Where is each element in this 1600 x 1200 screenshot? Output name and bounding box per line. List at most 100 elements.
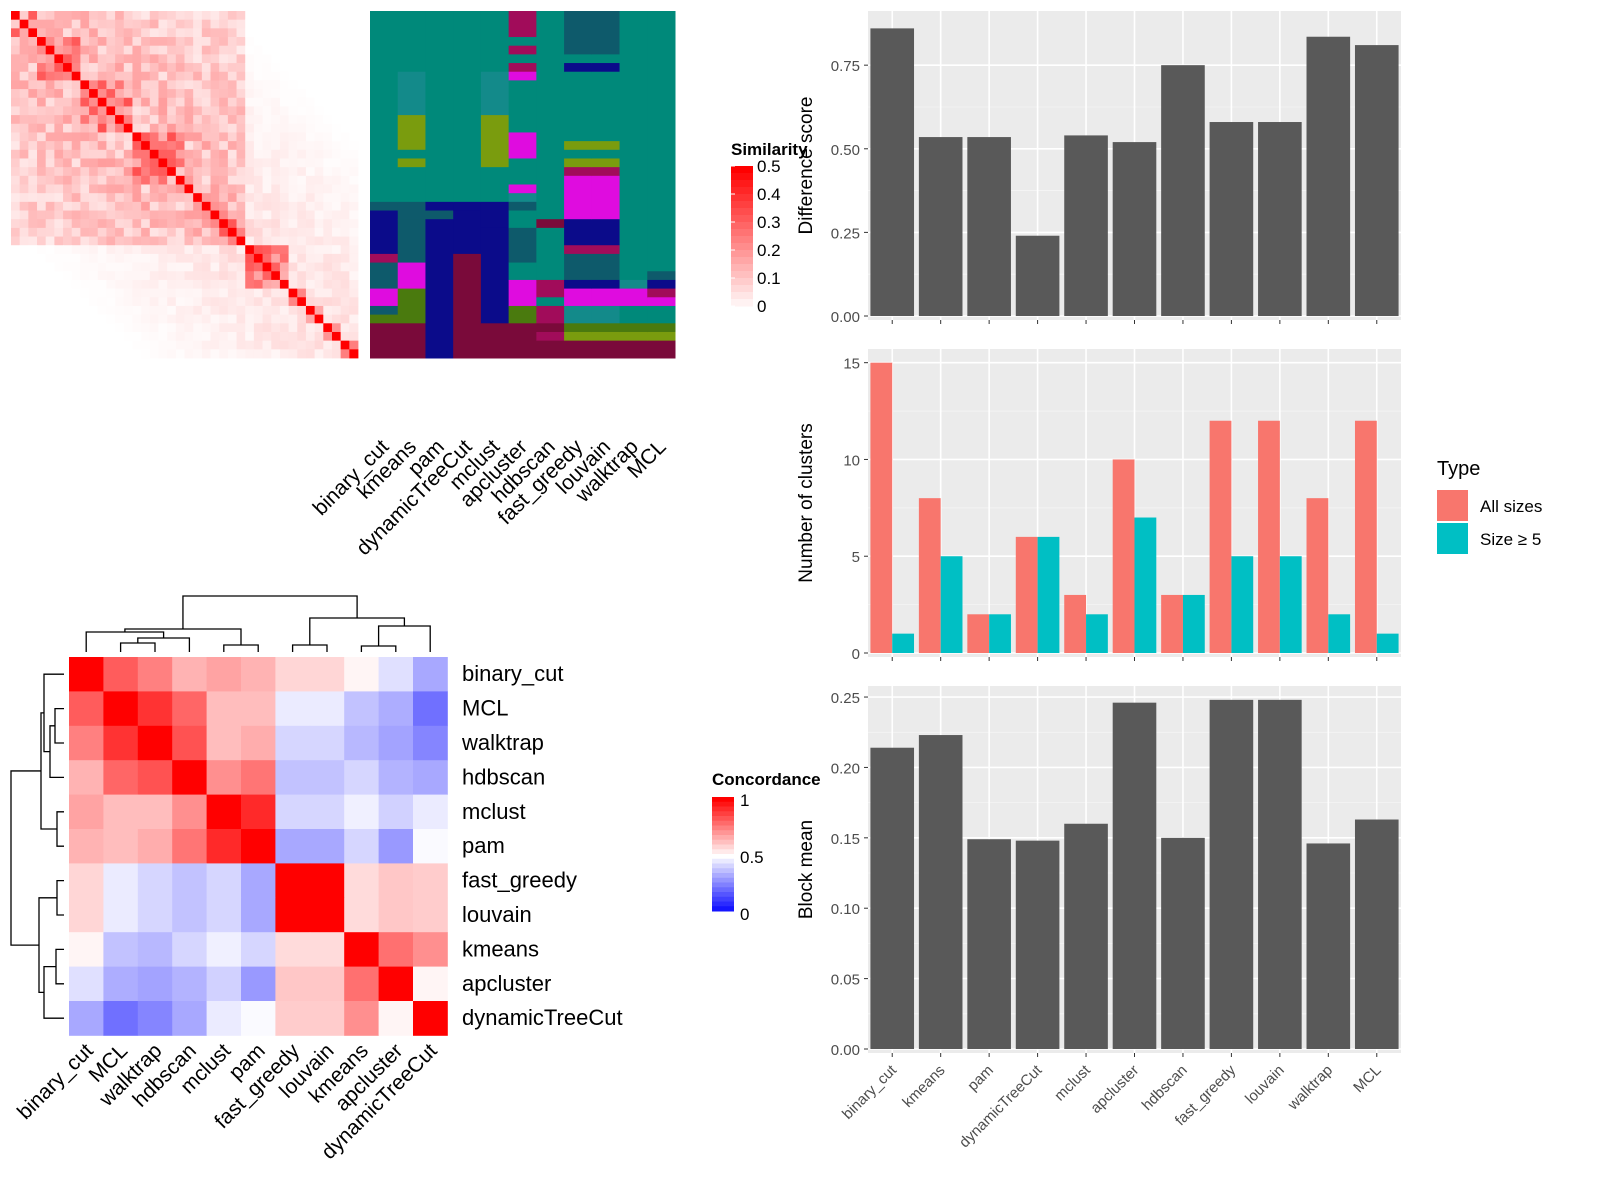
- similarity-cell: [297, 123, 307, 133]
- concordance-cell: [103, 794, 139, 830]
- similarity-cell: [28, 45, 38, 55]
- similarity-cell: [288, 314, 298, 324]
- similarity-cell: [175, 141, 185, 151]
- similarity-cell: [245, 28, 255, 38]
- similarity-cell: [349, 54, 359, 64]
- similarity-cell: [323, 262, 333, 272]
- similarity-cell: [63, 201, 73, 211]
- assignment-cell-mclust: [480, 11, 510, 73]
- similarity-cell: [227, 106, 237, 116]
- similarity-cell: [245, 340, 255, 350]
- similarity-cell: [167, 54, 177, 64]
- assignment-cell-fast_greedy: [564, 253, 593, 281]
- similarity-cell: [54, 227, 64, 237]
- concordance-cell: [241, 966, 276, 1002]
- similarity-cell: [63, 193, 73, 203]
- concordance-cell: [241, 725, 276, 761]
- similarity-cell: [262, 45, 272, 55]
- similarity-cell: [71, 184, 81, 194]
- similarity-cell: [201, 19, 211, 29]
- bar: [918, 498, 941, 653]
- similarity-cell: [141, 80, 151, 90]
- assignment-cell-louvain: [591, 175, 621, 220]
- similarity-cell: [340, 63, 350, 73]
- similarity-cell: [210, 262, 220, 272]
- similarity-cell: [323, 106, 333, 116]
- similarity-cell: [106, 340, 116, 350]
- similarity-cell: [37, 123, 47, 133]
- similarity-cell: [288, 149, 298, 159]
- similarity-cell: [97, 193, 107, 203]
- similarity-cell: [132, 279, 142, 289]
- similarity-cell: [71, 305, 81, 316]
- similarity-cell: [323, 227, 333, 237]
- y-tick-label: 0.25: [831, 690, 860, 707]
- similarity-cell: [54, 297, 64, 307]
- similarity-cell: [37, 63, 47, 73]
- similarity-cell: [71, 245, 81, 255]
- similarity-cell: [297, 340, 307, 350]
- similarity-legend-swatch: [731, 271, 753, 279]
- concordance-legend-tick-label: 1: [740, 791, 749, 810]
- similarity-cell: [271, 279, 281, 289]
- x-tick-label: mclust: [1051, 1061, 1094, 1104]
- concordance-cell: [344, 897, 379, 933]
- similarity-cell: [288, 279, 298, 289]
- similarity-cell: [115, 323, 125, 333]
- similarity-cell: [219, 167, 229, 177]
- similarity-cell: [80, 288, 90, 298]
- y-tick-label: 0.05: [831, 972, 860, 989]
- similarity-cell: [210, 132, 220, 142]
- similarity-cell: [305, 279, 316, 289]
- similarity-cell: [54, 149, 64, 159]
- similarity-cell: [80, 132, 90, 142]
- similarity-cell: [106, 262, 116, 272]
- similarity-cell: [279, 158, 289, 168]
- assignment-cell-fast_greedy: [564, 279, 593, 290]
- concordance-cell: [309, 966, 345, 1002]
- similarity-cell: [279, 37, 289, 47]
- similarity-cell: [28, 115, 38, 125]
- similarity-cell: [297, 227, 307, 237]
- similarity-cell: [279, 97, 289, 107]
- similarity-cell: [123, 158, 133, 168]
- similarity-cell: [115, 37, 125, 47]
- assignment-cell-kmeans: [397, 288, 426, 324]
- similarity-cell: [271, 227, 281, 237]
- similarity-cell: [97, 279, 107, 289]
- similarity-cell: [314, 106, 324, 116]
- similarity-cell: [28, 167, 38, 177]
- similarity-cell: [28, 297, 38, 307]
- similarity-cell: [132, 227, 142, 237]
- assignment-cell-fast_greedy: [564, 158, 593, 168]
- concordance-cell: [309, 760, 345, 795]
- similarity-cell: [141, 245, 151, 255]
- bar: [892, 633, 915, 653]
- bar: [1354, 45, 1399, 316]
- similarity-cell: [45, 210, 55, 220]
- similarity-cell: [314, 253, 324, 263]
- concordance-cell: [103, 725, 139, 761]
- similarity-cell: [253, 245, 263, 255]
- similarity-cell: [71, 167, 81, 177]
- similarity-cell: [193, 314, 203, 324]
- similarity-cell: [80, 71, 90, 81]
- similarity-cell: [331, 89, 342, 99]
- similarity-cell: [349, 11, 359, 21]
- similarity-cell: [227, 45, 237, 55]
- similarity-cell: [305, 28, 316, 38]
- similarity-cell: [314, 236, 324, 246]
- similarity-cell: [63, 227, 73, 237]
- similarity-cell: [28, 97, 38, 107]
- similarity-cell: [236, 80, 246, 90]
- assignment-cell-apcluster: [508, 227, 537, 264]
- similarity-legend-swatch: [731, 250, 753, 258]
- similarity-cell: [323, 305, 333, 316]
- similarity-cell: [106, 141, 116, 151]
- similarity-cell: [89, 227, 99, 237]
- similarity-cell: [305, 37, 316, 47]
- similarity-cell: [297, 141, 307, 151]
- similarity-cell: [245, 123, 255, 133]
- similarity-cell: [193, 227, 203, 237]
- bar: [1161, 594, 1183, 653]
